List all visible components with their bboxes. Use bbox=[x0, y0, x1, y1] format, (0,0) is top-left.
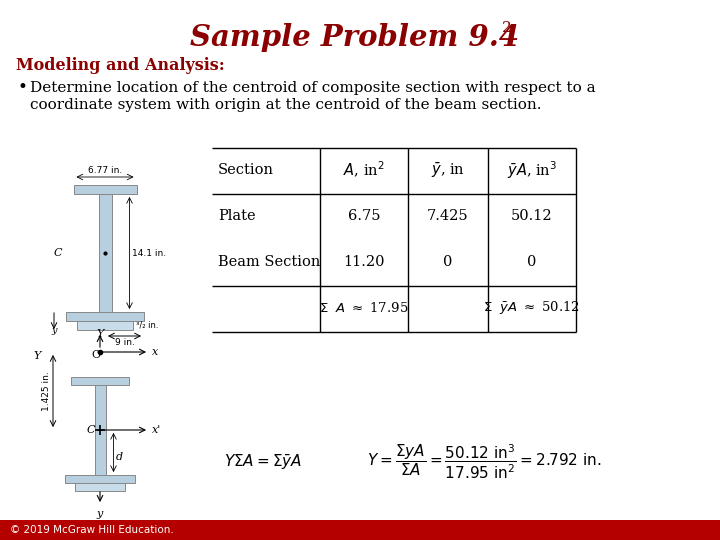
Bar bbox=[73, 185, 137, 194]
Text: ³/₂ in.: ³/₂ in. bbox=[136, 321, 158, 330]
Text: Y: Y bbox=[33, 351, 41, 361]
Text: C: C bbox=[53, 248, 62, 258]
Bar bbox=[99, 194, 112, 312]
Text: 50.12: 50.12 bbox=[511, 209, 553, 223]
Bar bbox=[94, 385, 106, 475]
Text: O: O bbox=[91, 350, 101, 360]
Text: Sample Problem 9.4: Sample Problem 9.4 bbox=[190, 24, 520, 52]
Text: © 2019 McGraw Hill Education.: © 2019 McGraw Hill Education. bbox=[10, 525, 174, 535]
Text: $\bar{y}$, in: $\bar{y}$, in bbox=[431, 160, 465, 179]
Text: Y: Y bbox=[96, 329, 104, 339]
Text: coordinate system with origin at the centroid of the beam section.: coordinate system with origin at the cen… bbox=[30, 98, 541, 112]
Bar bbox=[75, 483, 125, 491]
Text: •: • bbox=[18, 79, 28, 97]
Text: 9 in.: 9 in. bbox=[114, 338, 135, 347]
Text: $Y = \dfrac{\Sigma yA}{\Sigma A} = \dfrac{50.12\ \mathrm{in}^3}{17.95\ \mathrm{i: $Y = \dfrac{\Sigma yA}{\Sigma A} = \dfra… bbox=[367, 443, 602, 481]
Text: Determine location of the centroid of composite section with respect to a: Determine location of the centroid of co… bbox=[30, 81, 595, 95]
Text: y: y bbox=[97, 509, 103, 519]
Bar bbox=[0, 520, 720, 540]
Text: x: x bbox=[152, 347, 158, 357]
Text: $\Sigma$  $\bar{y}A$ $\approx$ 50.12: $\Sigma$ $\bar{y}A$ $\approx$ 50.12 bbox=[484, 300, 580, 316]
Text: $\bar{y}A$, in$^3$: $\bar{y}A$, in$^3$ bbox=[507, 159, 557, 181]
Text: $Y\Sigma A = \Sigma \bar{y}A$: $Y\Sigma A = \Sigma \bar{y}A$ bbox=[224, 453, 302, 471]
Text: Beam Section: Beam Section bbox=[218, 255, 320, 269]
Text: y: y bbox=[51, 326, 57, 335]
Bar bbox=[65, 475, 135, 483]
Text: d: d bbox=[115, 451, 122, 462]
Text: 14.1 in.: 14.1 in. bbox=[132, 248, 166, 258]
Text: C: C bbox=[86, 425, 95, 435]
Text: 2: 2 bbox=[502, 21, 512, 35]
Text: Section: Section bbox=[218, 163, 274, 177]
Text: 0: 0 bbox=[444, 255, 453, 269]
Text: 0: 0 bbox=[527, 255, 536, 269]
Bar bbox=[71, 377, 129, 385]
Bar bbox=[77, 321, 133, 330]
Text: 11.20: 11.20 bbox=[343, 255, 384, 269]
Text: $A$, in$^2$: $A$, in$^2$ bbox=[343, 160, 385, 180]
Text: x': x' bbox=[152, 425, 161, 435]
Bar bbox=[66, 312, 144, 321]
Text: 7.425: 7.425 bbox=[427, 209, 469, 223]
Text: $\Sigma$  $A$ $\approx$ 17.95: $\Sigma$ $A$ $\approx$ 17.95 bbox=[319, 301, 409, 315]
Text: 6.77 in.: 6.77 in. bbox=[88, 166, 122, 175]
Text: Modeling and Analysis:: Modeling and Analysis: bbox=[16, 57, 225, 73]
Text: Plate: Plate bbox=[218, 209, 256, 223]
Text: 6.75: 6.75 bbox=[348, 209, 380, 223]
Text: 1.425 in.: 1.425 in. bbox=[42, 371, 51, 411]
